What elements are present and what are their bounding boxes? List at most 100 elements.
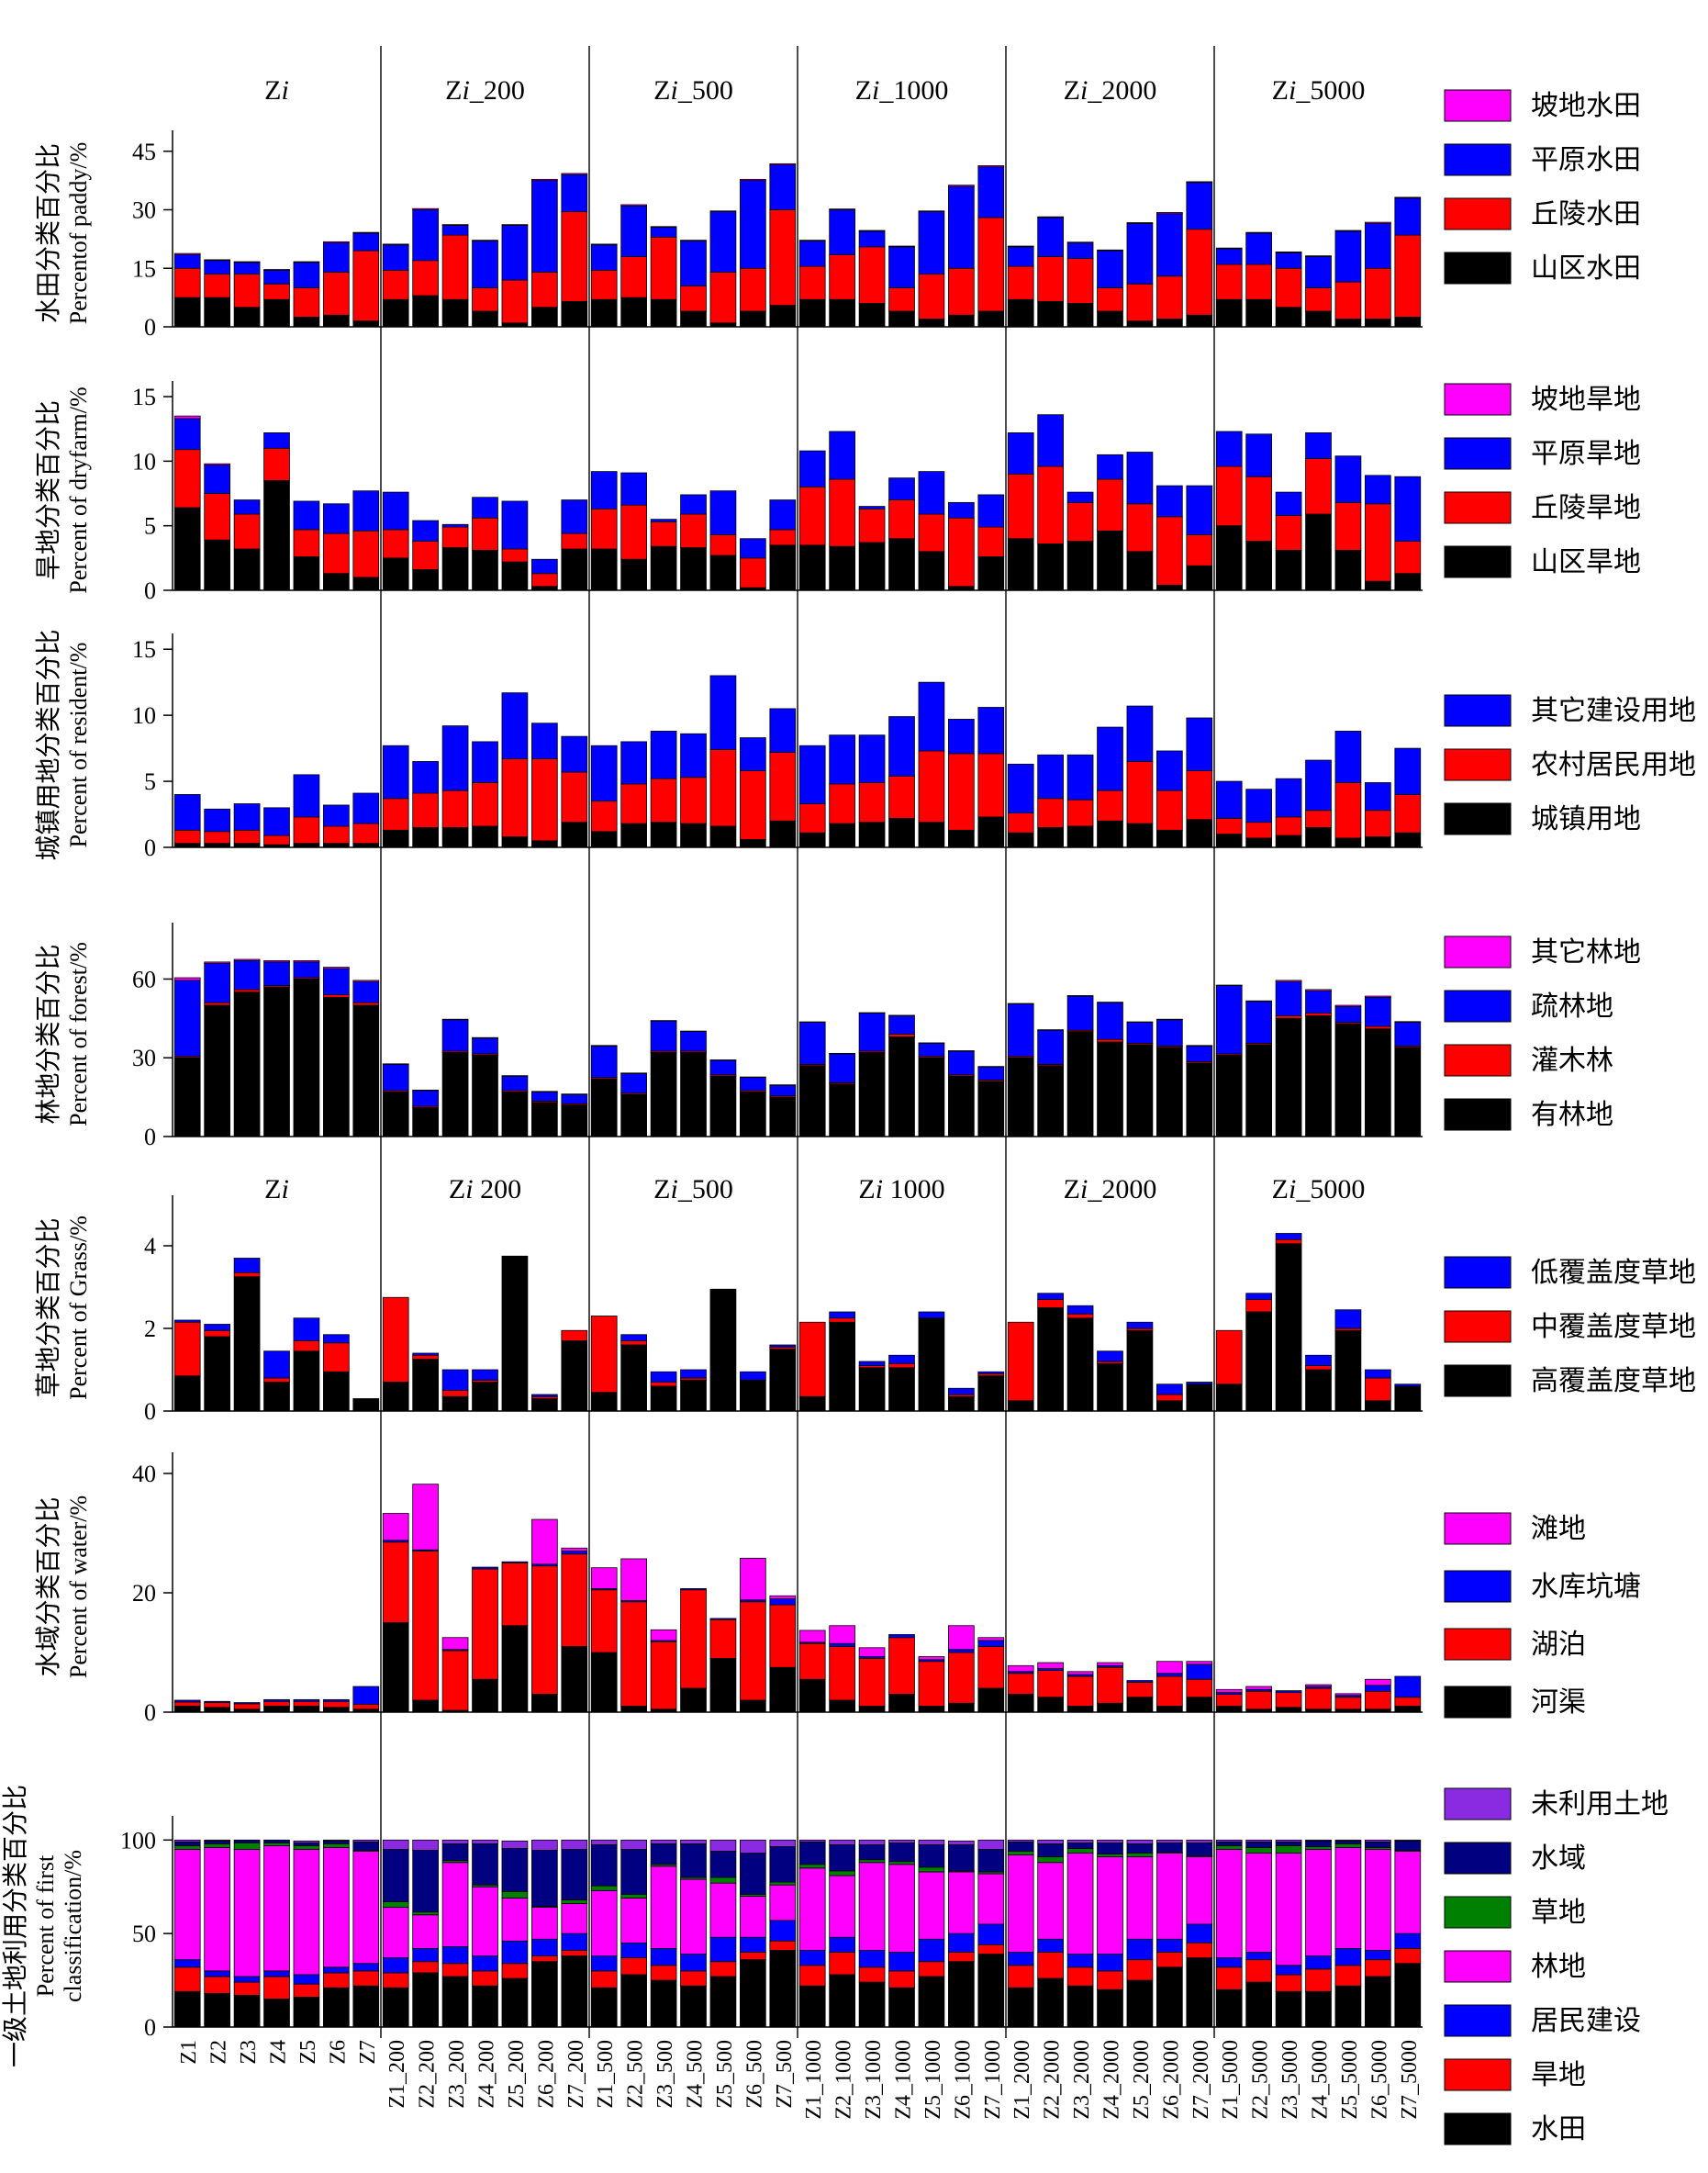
legend-label: 草地 <box>1531 1898 1586 1928</box>
bar-segment <box>829 783 855 824</box>
bars-panel-2 <box>173 414 1422 591</box>
bar-segment <box>1126 551 1154 591</box>
bar-segment <box>1037 256 1064 302</box>
bar-segment <box>1245 1952 1272 1961</box>
bar-segment <box>501 1890 529 1899</box>
bar-segment <box>918 1043 945 1058</box>
zone-header-mid: Zi_500 <box>653 1174 733 1204</box>
bar-segment <box>1305 432 1332 459</box>
bar-segment <box>412 1484 439 1551</box>
bar-segment <box>1186 1942 1213 1959</box>
bar-segment <box>323 1847 350 1968</box>
bar-segment <box>1007 1965 1034 1988</box>
bar-segment <box>620 1558 647 1601</box>
x-tick-label: Z6_2000 <box>1159 2040 1183 2120</box>
bar-segment <box>829 1974 855 2028</box>
bar-segment <box>1126 761 1154 824</box>
bar-segment <box>829 1321 855 1412</box>
bar-segment <box>798 1321 826 1397</box>
bar-segment <box>1156 1842 1183 1853</box>
bar-segment <box>472 1955 498 1972</box>
bar-segment <box>1186 229 1213 316</box>
bar-segment <box>382 1849 409 1902</box>
bar-segment <box>798 1841 826 1865</box>
bar-segment <box>858 1706 886 1713</box>
y-tick-label: 100 <box>120 1827 156 1854</box>
bar-segment <box>233 262 261 275</box>
bar-segment <box>918 1961 945 1977</box>
bar-segment <box>1097 1954 1123 1972</box>
bar-segment <box>1066 1031 1094 1137</box>
bar-segment <box>740 838 766 848</box>
bar-segment <box>1007 1321 1034 1402</box>
bar-segment <box>501 225 529 281</box>
bar-segment <box>352 980 380 1003</box>
x-tick-label: Z6_5000 <box>1368 2040 1391 2120</box>
bar-segment <box>233 1271 261 1278</box>
bar-segment <box>1007 812 1034 834</box>
y-axis-title-cn: 旱地分类百分比 <box>34 400 63 580</box>
bar-segment <box>561 1903 588 1934</box>
bar-segment <box>1305 1354 1332 1366</box>
bar-segment <box>858 1843 886 1861</box>
bar-segment <box>412 1352 439 1356</box>
bar-segment <box>1037 216 1064 218</box>
bar-segment <box>382 1063 409 1092</box>
bars-panel-1 <box>173 162 1422 328</box>
bar-segment <box>1066 1842 1094 1849</box>
bar-segment <box>263 1845 290 1972</box>
bar-segment <box>263 1839 290 1843</box>
bar-segment <box>1007 1841 1034 1852</box>
bar-segment <box>1097 1041 1123 1137</box>
bar-segment <box>709 1961 737 1977</box>
y-tick-label: 4 <box>144 1233 156 1260</box>
bar-segment <box>501 1255 529 1412</box>
x-tick-label: Z2_5000 <box>1249 2040 1273 2120</box>
bar-segment <box>620 472 647 506</box>
bar-segment <box>531 840 558 848</box>
bar-segment <box>233 1981 261 1996</box>
x-tick-label: Z3_200 <box>445 2040 469 2109</box>
bar-segment <box>829 208 855 210</box>
bar-segment <box>798 1022 826 1065</box>
bar-segment <box>798 1965 826 1987</box>
bar-segment <box>352 792 380 824</box>
bar-segment <box>501 1848 529 1892</box>
bar-segment <box>1334 1965 1362 1987</box>
bar-segment <box>1365 836 1391 848</box>
bar-segment <box>1275 778 1302 818</box>
bar-segment <box>1097 1362 1123 1412</box>
bar-segment <box>501 1075 529 1077</box>
x-tick-label: Z4 <box>267 2040 291 2065</box>
x-tick-label: Z4_500 <box>684 2040 708 2109</box>
bar-segment <box>472 310 498 328</box>
bar-segment <box>769 1349 797 1412</box>
bar-segment <box>1037 1293 1064 1300</box>
bar-segment <box>1305 810 1332 828</box>
y-axis-title-en: Percent of Grass/% <box>65 1215 92 1400</box>
bar-segment <box>1156 1706 1183 1713</box>
bar-segment <box>1394 1021 1422 1024</box>
bar-segment <box>829 1053 855 1083</box>
x-tick-label: Z3_2000 <box>1070 2040 1094 2120</box>
bar-segment <box>798 450 826 487</box>
bar-segment <box>977 1646 1005 1689</box>
bar-segment <box>740 1699 766 1713</box>
zone-header-mid: Zi_2000 <box>1064 1174 1157 1204</box>
bar-segment <box>412 1839 439 1851</box>
bar-segment <box>948 1395 975 1412</box>
bar-segment <box>709 210 737 213</box>
bar-segment <box>323 968 350 996</box>
bar-segment <box>740 1557 766 1601</box>
bar-segment <box>352 1985 380 2028</box>
bar-segment <box>918 471 945 515</box>
bar-segment <box>1394 1706 1422 1713</box>
bar-segment <box>1156 1839 1183 1843</box>
bar-segment <box>1394 1022 1422 1047</box>
bar-segment <box>173 1701 201 1707</box>
bar-segment <box>382 269 409 300</box>
bar-segment <box>977 1081 1005 1137</box>
bar-segment <box>441 298 469 328</box>
